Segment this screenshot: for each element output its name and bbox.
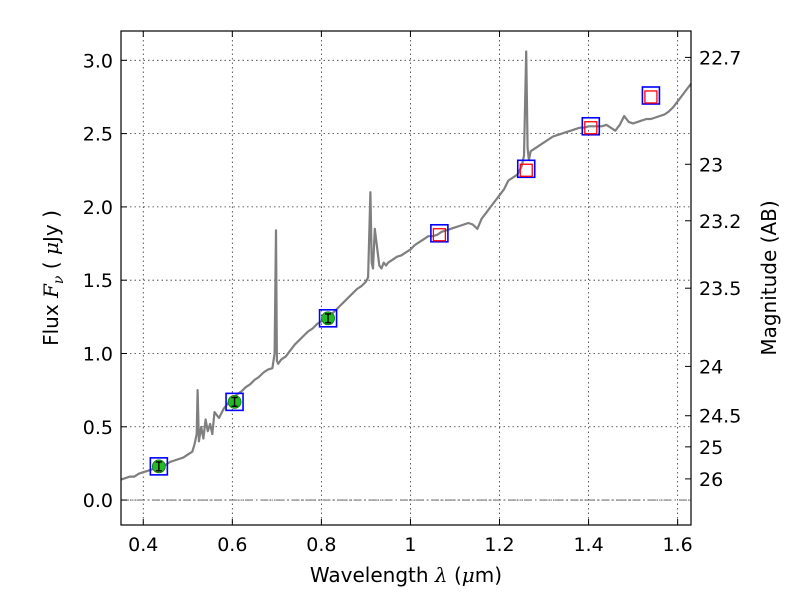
x-tick-label: 0.4 [128,534,158,556]
x-tick-label: 1.4 [573,534,603,556]
magnitude-tick-label: 24 [699,356,723,378]
y-tick-label: 2.0 [83,197,113,219]
magnitude-tick-label: 25 [699,437,723,459]
photometry-points [149,86,661,476]
magnitude-tick-label: 23.5 [699,278,741,300]
spectrum-layer [120,50,692,481]
magnitude-tick-label: 26 [699,469,723,491]
x-tick-label: 0.8 [306,534,336,556]
grid-lines [121,31,691,525]
model-photometry-square [430,223,449,243]
x-tick-label: 1 [404,534,416,556]
y-tick-label: 0.5 [83,417,113,439]
y-tick-label: 3.0 [83,50,113,72]
spectrum-line [120,50,692,481]
magnitude-axis-label: Magnitude (AB) [757,200,781,355]
model-photometry-square [516,159,536,179]
predicted-photometry-square [584,121,598,135]
model-photometry-square [225,392,244,412]
predicted-photometry-square [644,90,658,104]
y-axis-label: Flux Fν ( μJy ) [39,210,67,346]
predicted-photometry-square [432,228,447,242]
x-tick-label: 1.2 [484,534,514,556]
plot-frame [120,30,692,526]
magnitude-tick-label: 23.2 [699,211,741,233]
magnitude-tick-label: 22.7 [699,47,741,69]
y-tick-label: 1.0 [83,343,113,365]
magnitude-tick-label: 23 [699,154,723,176]
y-tick-label: 0.0 [83,490,113,512]
model-photometry-square [149,457,169,476]
x-tick-label: 1.6 [663,534,693,556]
model-photometry-square [318,309,338,328]
y-tick-label: 2.5 [83,124,113,146]
x-axis-label: Wavelength λ (μm) [310,563,502,587]
predicted-photometry-square [519,163,533,177]
y-tick-label: 1.5 [83,270,113,292]
model-photometry-square [581,116,601,136]
magnitude-tick-label: 24.5 [699,406,741,428]
model-photometry-square [641,86,661,105]
axis-ticks: 0.4 0.6 0.8 1 1.2 1.4 1.6 0.0 0.5 1.0 1.5 2.0 2.5 3.0… [83,31,741,556]
x-tick-label: 0.6 [217,534,247,556]
